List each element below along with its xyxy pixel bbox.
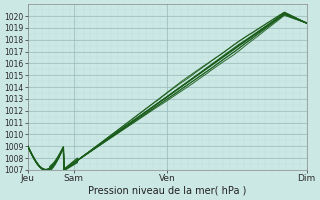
X-axis label: Pression niveau de la mer( hPa ): Pression niveau de la mer( hPa ): [88, 186, 246, 196]
